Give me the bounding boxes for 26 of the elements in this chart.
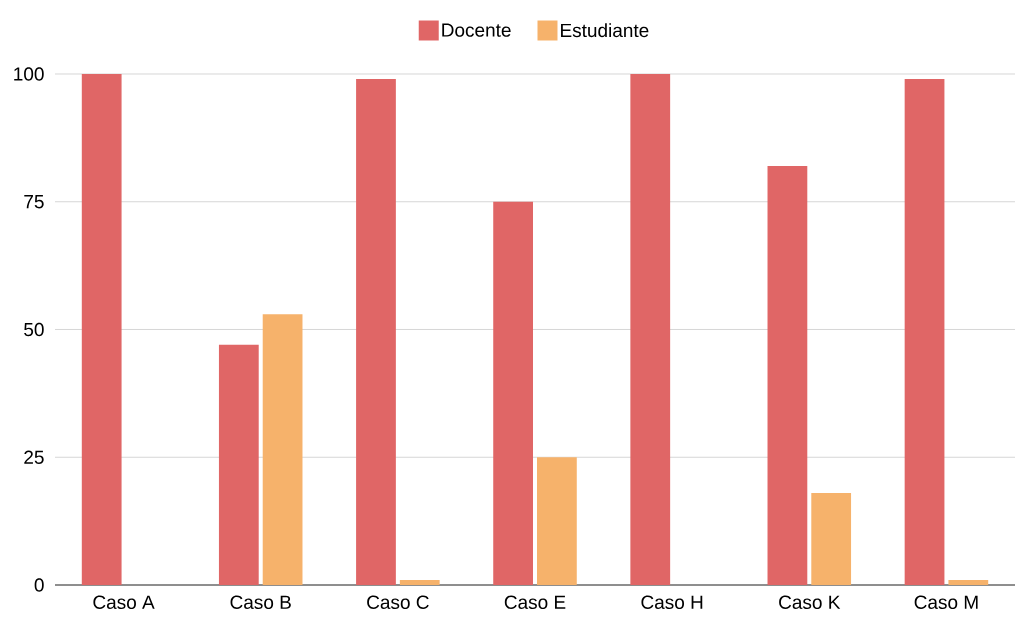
bar bbox=[356, 79, 396, 585]
bar bbox=[904, 79, 945, 585]
x-tick-label: Caso C bbox=[367, 595, 429, 609]
legend-label: Docente bbox=[442, 23, 511, 37]
x-tick-label: Caso A bbox=[93, 595, 155, 609]
bar bbox=[81, 74, 122, 585]
y-tick-label: 0 bbox=[34, 578, 44, 592]
bar bbox=[399, 579, 440, 585]
bar bbox=[218, 344, 259, 585]
bar bbox=[262, 314, 303, 585]
bar bbox=[948, 579, 989, 585]
x-tick-label: Caso H bbox=[641, 595, 703, 609]
bar bbox=[767, 165, 808, 585]
bar bbox=[493, 201, 533, 585]
legend-label: Estudiante bbox=[561, 23, 649, 38]
x-tick-label: Caso M bbox=[914, 595, 978, 609]
bar bbox=[630, 74, 671, 585]
bar bbox=[811, 493, 852, 585]
x-tick-label: Caso K bbox=[779, 595, 841, 609]
bar bbox=[537, 457, 577, 585]
y-tick-label: 25 bbox=[24, 450, 44, 464]
y-tick-label: 100 bbox=[14, 67, 44, 81]
y-tick-label: 50 bbox=[24, 322, 44, 337]
x-tick-label: Caso E bbox=[504, 595, 566, 609]
y-tick-label: 75 bbox=[24, 195, 44, 209]
x-tick-label: Caso B bbox=[230, 595, 291, 609]
